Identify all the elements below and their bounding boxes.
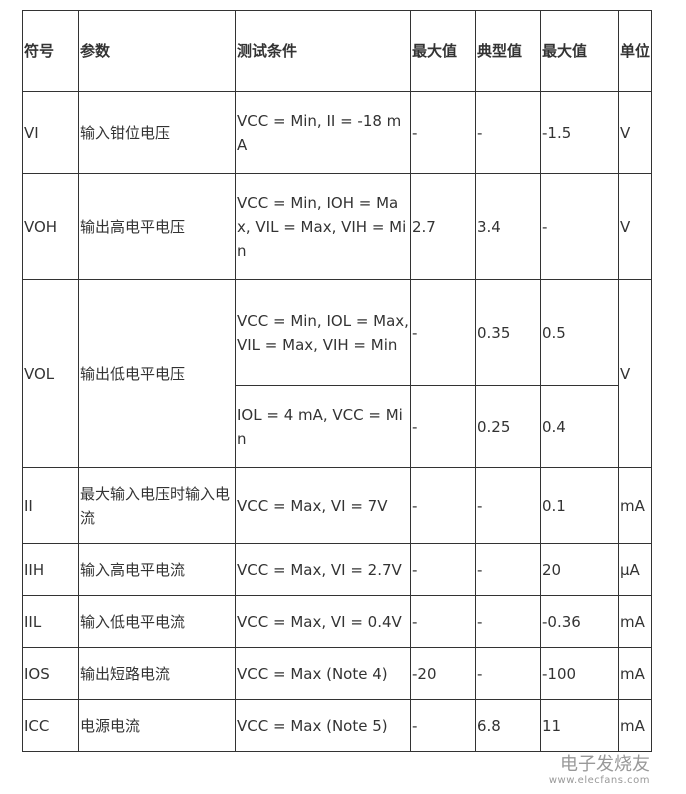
cell-unit: mA bbox=[618, 467, 652, 544]
table-row: IIL 输入低电平电流 VCC = Max, VI = 0.4V - - -0.… bbox=[22, 595, 652, 648]
cell-condition: VCC = Min, IOL = Max, VIL = Max, VIH = M… bbox=[235, 279, 411, 386]
cell-max2: -100 bbox=[540, 647, 619, 700]
cell-max2: 0.4 bbox=[540, 385, 619, 468]
cell-max1: 2.7 bbox=[410, 173, 476, 280]
cell-typ: - bbox=[475, 595, 541, 648]
table-row: VI 输入钳位电压 VCC = Min, II = -18 mA - - -1.… bbox=[22, 91, 652, 174]
cell-typ: 0.35 bbox=[475, 279, 541, 386]
cell-typ: - bbox=[475, 543, 541, 596]
header-param: 参数 bbox=[78, 10, 236, 92]
cell-condition: IOL = 4 mA, VCC = Min bbox=[235, 385, 411, 468]
table-row: IOS 输出短路电流 VCC = Max (Note 4) -20 - -100… bbox=[22, 647, 652, 700]
cell-max2: -1.5 bbox=[540, 91, 619, 174]
cell-param: 电源电流 bbox=[78, 699, 236, 752]
header-condition: 测试条件 bbox=[235, 10, 411, 92]
cell-param: 输出高电平电压 bbox=[78, 173, 236, 280]
cell-typ: - bbox=[475, 91, 541, 174]
cell-unit: mA bbox=[618, 647, 652, 700]
cell-condition: VCC = Max, VI = 0.4V bbox=[235, 595, 411, 648]
table-row: ICC 电源电流 VCC = Max (Note 5) - 6.8 11 mA bbox=[22, 699, 652, 752]
header-symbol: 符号 bbox=[22, 10, 79, 92]
cell-max2: 0.1 bbox=[540, 467, 619, 544]
cell-max2: 0.5 bbox=[540, 279, 619, 386]
cell-max2: 20 bbox=[540, 543, 619, 596]
cell-typ: 6.8 bbox=[475, 699, 541, 752]
cell-typ: 0.25 bbox=[475, 385, 541, 468]
table-row: II 最大输入电压时输入电流 VCC = Max, VI = 7V - - 0.… bbox=[22, 467, 652, 544]
cell-max1: - bbox=[410, 699, 476, 752]
cell-condition: VCC = Max (Note 5) bbox=[235, 699, 411, 752]
header-unit: 单位 bbox=[618, 10, 652, 92]
cell-symbol: IIH bbox=[22, 543, 79, 596]
spec-table: 符号 参数 测试条件 最大值 典型值 最大值 单位 VI 输入钳位电压 VCC … bbox=[22, 10, 652, 752]
cell-condition: VCC = Max, VI = 7V bbox=[235, 467, 411, 544]
cell-max1: - bbox=[410, 91, 476, 174]
cell-symbol: VOH bbox=[22, 173, 79, 280]
header-row: 符号 参数 测试条件 最大值 典型值 最大值 单位 bbox=[22, 10, 652, 92]
cell-max1: - bbox=[410, 595, 476, 648]
cell-unit: mA bbox=[618, 595, 652, 648]
cell-typ: - bbox=[475, 647, 541, 700]
cell-max1: -20 bbox=[410, 647, 476, 700]
watermark-url: www.elecfans.com bbox=[548, 775, 650, 786]
cell-condition: VCC = Min, II = -18 mA bbox=[235, 91, 411, 174]
watermark-logo: 电子发烧友 www.elecfans.com bbox=[549, 755, 650, 787]
cell-param: 最大输入电压时输入电流 bbox=[78, 467, 236, 544]
header-typ: 典型值 bbox=[475, 10, 541, 92]
table-row: IIH 输入高电平电流 VCC = Max, VI = 2.7V - - 20 … bbox=[22, 543, 652, 596]
cell-max2: 11 bbox=[540, 699, 619, 752]
header-max2: 最大值 bbox=[540, 10, 619, 92]
cell-max1: - bbox=[410, 543, 476, 596]
cell-param: 输入高电平电流 bbox=[78, 543, 236, 596]
cell-param: 输入钳位电压 bbox=[78, 91, 236, 174]
cell-condition: VCC = Max, VI = 2.7V bbox=[235, 543, 411, 596]
cell-typ: - bbox=[475, 467, 541, 544]
cell-symbol: IOS bbox=[22, 647, 79, 700]
cell-symbol: IIL bbox=[22, 595, 79, 648]
cell-max2: - bbox=[540, 173, 619, 280]
cell-unit: mA bbox=[618, 699, 652, 752]
cell-max1: - bbox=[410, 385, 476, 468]
cell-unit: V bbox=[618, 279, 652, 468]
cell-max1: - bbox=[410, 279, 476, 386]
cell-condition: VCC = Max (Note 4) bbox=[235, 647, 411, 700]
cell-param: 输出低电平电压 bbox=[78, 279, 236, 468]
table-row: VOL 输出低电平电压 VCC = Min, IOL = Max, VIL = … bbox=[22, 279, 652, 468]
cell-symbol: ICC bbox=[22, 699, 79, 752]
cell-unit: µA bbox=[618, 543, 652, 596]
cell-unit: V bbox=[618, 173, 652, 280]
cell-symbol: II bbox=[22, 467, 79, 544]
cell-condition: VCC = Min, IOH = Max, VIL = Max, VIH = M… bbox=[235, 173, 411, 280]
header-max1: 最大值 bbox=[410, 10, 476, 92]
cell-max1: - bbox=[410, 467, 476, 544]
cell-max2: -0.36 bbox=[540, 595, 619, 648]
cell-symbol: VOL bbox=[22, 279, 79, 468]
cell-symbol: VI bbox=[22, 91, 79, 174]
cell-param: 输入低电平电流 bbox=[78, 595, 236, 648]
cell-typ: 3.4 bbox=[475, 173, 541, 280]
table-row: IOL = 4 mA, VCC = Min - 0.25 0.4 bbox=[23, 385, 652, 468]
cell-param: 输出短路电流 bbox=[78, 647, 236, 700]
table-row: VOH 输出高电平电压 VCC = Min, IOH = Max, VIL = … bbox=[22, 173, 652, 280]
watermark-name: 电子发烧友 bbox=[560, 754, 650, 775]
cell-unit: V bbox=[618, 91, 652, 174]
